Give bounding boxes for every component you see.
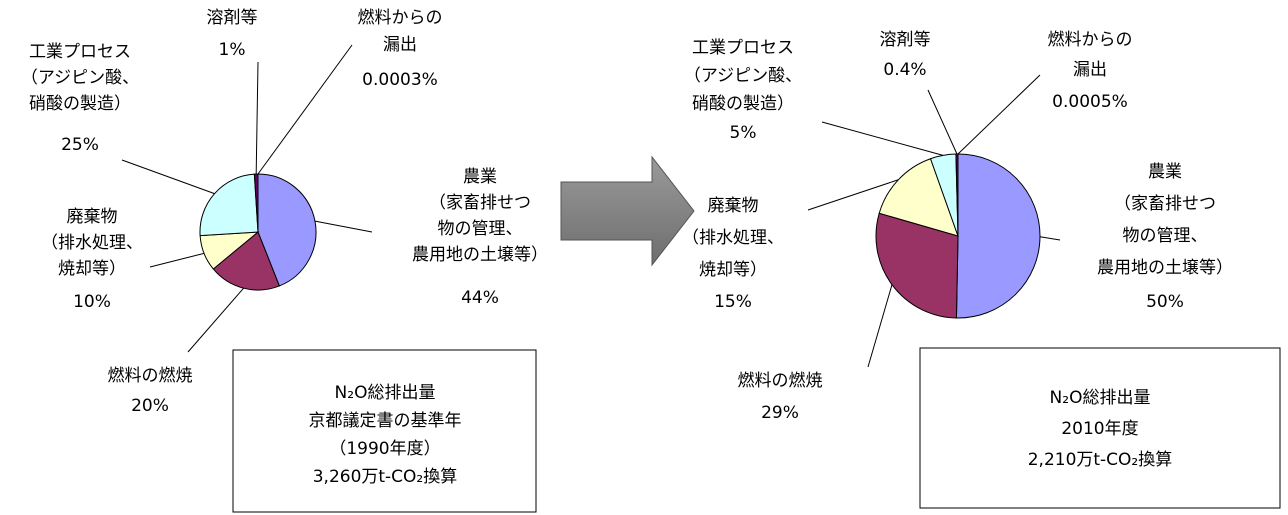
leader-line — [867, 284, 893, 368]
note-text: N₂O総排出量 — [1050, 388, 1151, 408]
value-label: 29% — [761, 403, 799, 423]
value-label: 0.0005% — [1052, 92, 1128, 112]
slice-label: （排水処理、 — [41, 233, 143, 253]
leader-line — [1039, 236, 1061, 241]
slice-label: （排水処理、 — [682, 228, 784, 248]
slice-label: 硝酸の製造） — [692, 94, 794, 114]
slice-label: 漏出 — [1073, 60, 1107, 80]
slice-label: 硝酸の製造） — [29, 94, 131, 114]
slice-label: 工業プロセス — [29, 42, 131, 62]
slice-label: 農業 — [1148, 162, 1182, 182]
leader-line — [121, 159, 215, 195]
value-label: 50% — [1146, 292, 1184, 312]
leader-line — [957, 74, 1041, 155]
slice-label: 物の管理、 — [1123, 226, 1208, 246]
slice-label: 漏出 — [383, 35, 417, 55]
slice-label: （アジピン酸、 — [21, 68, 139, 88]
slice-label: 廃棄物 — [708, 196, 759, 216]
slice-label: 溶剤等 — [207, 8, 258, 28]
leader-line — [149, 252, 205, 268]
slice-label: 農業 — [463, 167, 497, 187]
slice-label: 物の管理、 — [438, 219, 523, 239]
note-text: （1990年度） — [329, 439, 440, 459]
slice-label: 焼却等） — [699, 260, 767, 280]
slice-label: 燃料の燃焼 — [108, 366, 193, 386]
value-label: 25% — [61, 135, 99, 155]
note-text: N₂O総排出量 — [335, 383, 436, 403]
note-text: 3,260万t-CO₂換算 — [313, 467, 458, 487]
arrow — [560, 155, 695, 267]
slice-label: （家畜排せつ — [1114, 194, 1216, 214]
value-label: 20% — [131, 396, 169, 416]
leader-line — [314, 220, 373, 233]
leader-line — [807, 179, 899, 211]
pie-slice — [955, 153, 1041, 319]
leader-line — [821, 121, 944, 156]
value-label: 5% — [730, 123, 757, 143]
pie-slice — [199, 173, 259, 237]
slice-label: 燃料からの — [358, 8, 443, 28]
slice-label: 廃棄物 — [67, 207, 118, 227]
pie-slice — [212, 231, 281, 291]
leader-line — [927, 89, 958, 155]
note-text: 2,210万t-CO₂換算 — [1028, 450, 1173, 470]
leader-line — [255, 61, 259, 175]
slice-label: 焼却等） — [58, 259, 126, 279]
note-text: 2010年度 — [1061, 419, 1138, 439]
value-label: 0.4% — [883, 60, 926, 80]
slice-label: 燃料の燃焼 — [738, 371, 823, 391]
slice-label: 燃料からの — [1048, 30, 1133, 50]
slice-label: 農用地の土壌等） — [412, 245, 548, 265]
value-label: 15% — [714, 292, 752, 312]
pie-slice — [875, 212, 959, 319]
slice-label: （アジピン酸、 — [684, 66, 802, 86]
value-label: 0.0003% — [362, 70, 438, 90]
value-label: 44% — [461, 288, 499, 308]
value-label: 1% — [219, 40, 246, 60]
slice-label: 農用地の土壌等） — [1097, 258, 1233, 278]
slice-label: 溶剤等 — [880, 30, 931, 50]
leader-line — [187, 287, 244, 353]
note-box — [232, 349, 537, 513]
slice-label: （家畜排せつ — [429, 193, 531, 213]
leader-line — [257, 44, 353, 175]
note-text: 京都議定書の基準年 — [309, 411, 462, 431]
value-label: 10% — [73, 292, 111, 312]
note-box — [919, 347, 1281, 509]
pie-slice — [878, 158, 959, 237]
slice-label: 工業プロセス — [692, 38, 794, 58]
